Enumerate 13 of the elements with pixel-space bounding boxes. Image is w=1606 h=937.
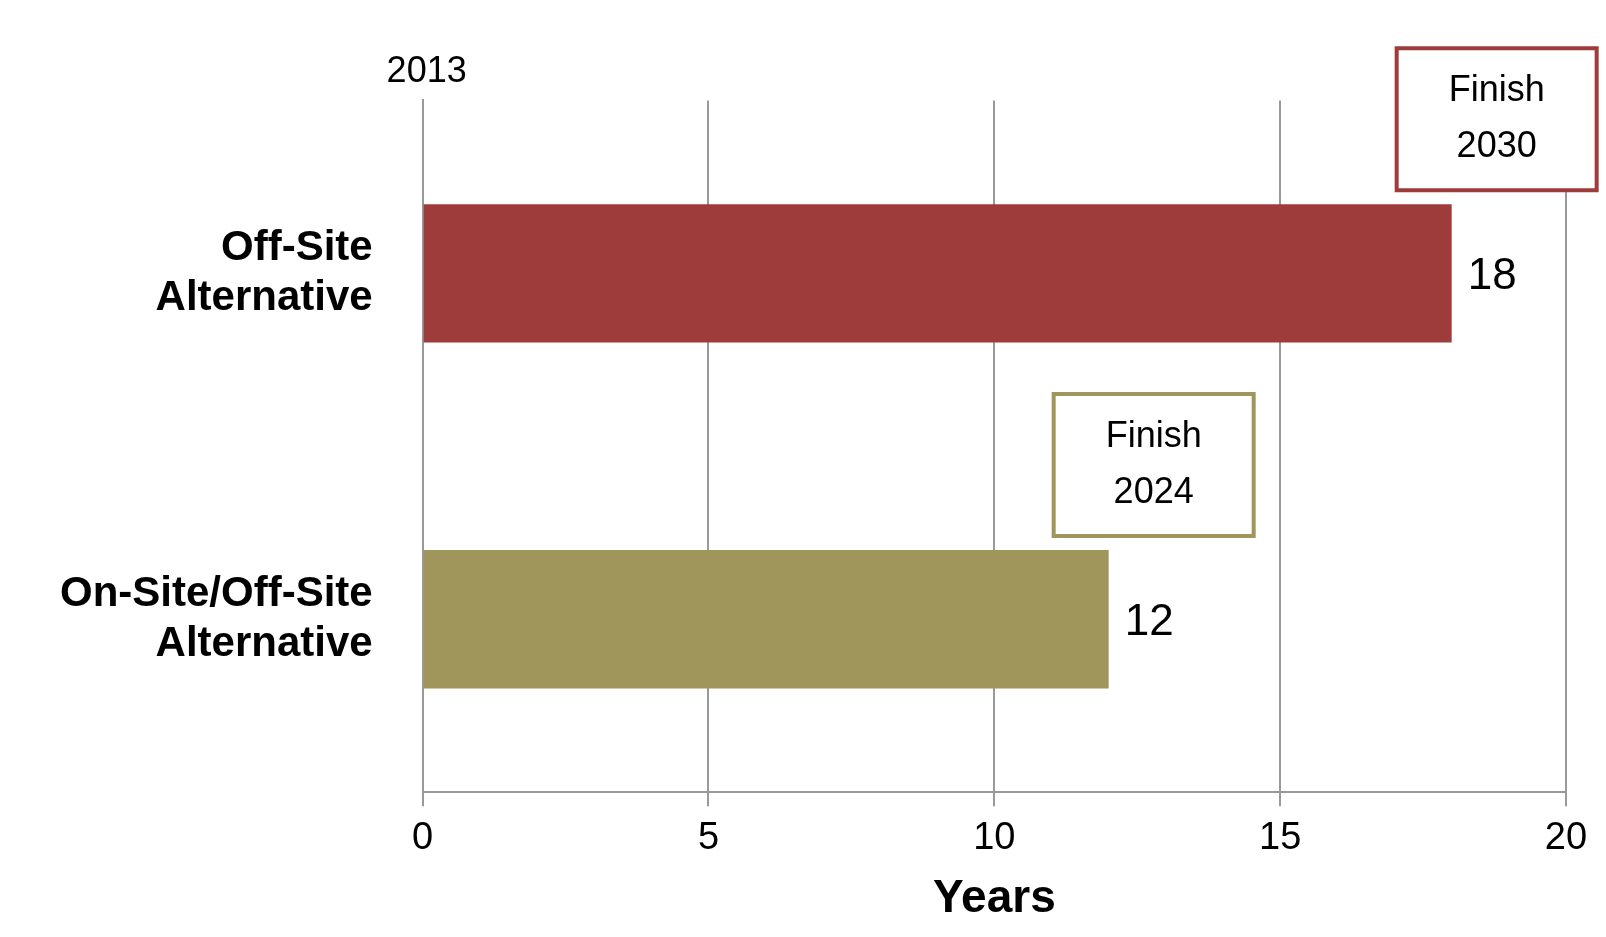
x-tick-label: 15	[1259, 815, 1302, 858]
y-tick-label: Off-Site Alternative	[155, 221, 373, 320]
text: 2013	[386, 49, 467, 91]
data-label: 12	[1124, 595, 1174, 645]
annotation: Finish 2030	[1448, 68, 1545, 166]
x-axis-title: Years	[932, 870, 1056, 923]
x-tick-label: 0	[412, 815, 434, 858]
data-label: 18	[1467, 249, 1517, 299]
annotation: Finish 2024	[1105, 413, 1202, 511]
x-tick-label: 5	[697, 815, 720, 858]
x-tick-label: 10	[973, 815, 1016, 858]
x-tick-label: 20	[1544, 815, 1588, 858]
y-tick-label: On-Site/Off-Site Alternative	[59, 567, 373, 666]
